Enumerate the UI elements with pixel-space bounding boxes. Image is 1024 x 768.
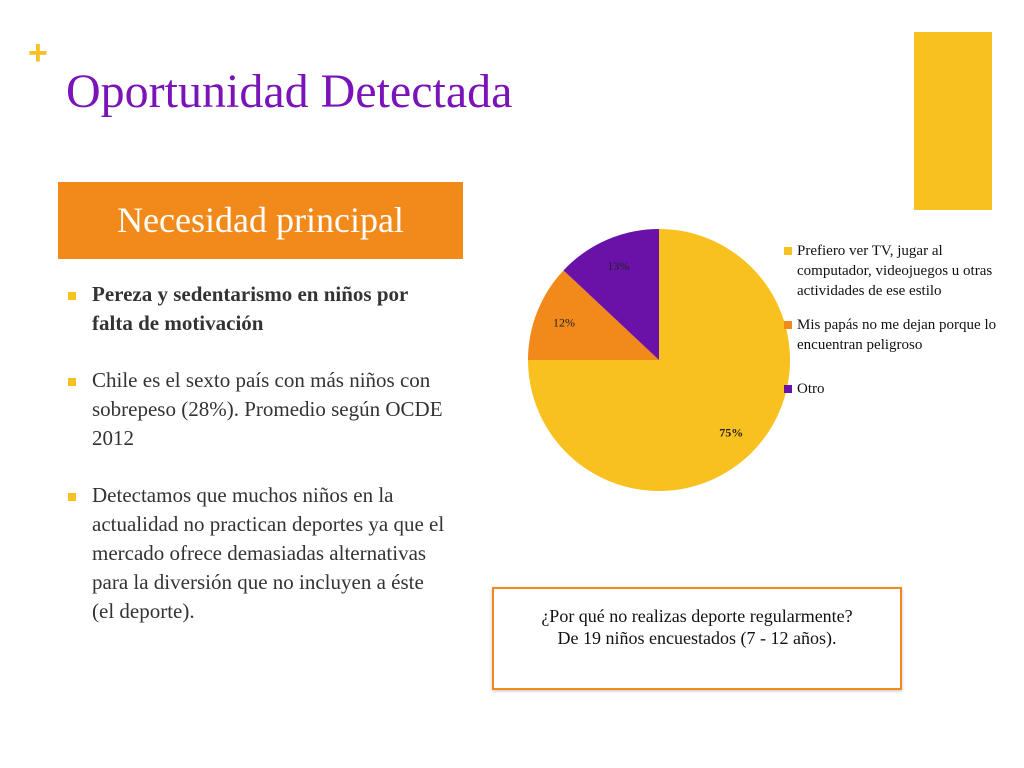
pie-label-tv-games: 75%	[719, 425, 743, 439]
bullet-item: Pereza y sedentarismo en niños por falta…	[64, 280, 448, 338]
pie-label-parents: 12%	[553, 315, 575, 329]
legend-swatch-yellow	[784, 247, 792, 255]
survey-note: ¿Por qué no realizas deporte regularment…	[492, 587, 902, 690]
survey-question: ¿Por qué no realizas deporte regularment…	[541, 606, 853, 626]
decorative-yellow-block	[914, 32, 992, 210]
legend-item: Mis papás no me dejan porque lo encuentr…	[784, 315, 999, 355]
legend-swatch-purple	[784, 385, 792, 393]
chart-legend: Prefiero ver TV, jugar al computador, vi…	[784, 241, 999, 413]
legend-label: Otro	[797, 381, 825, 397]
square-bullet-icon	[68, 378, 76, 386]
bullet-text: Detectamos que muchos niños en la actual…	[92, 483, 445, 623]
bullet-item: Detectamos que muchos niños en la actual…	[64, 481, 448, 626]
pie-label-other: 13%	[607, 259, 629, 273]
legend-swatch-orange	[784, 321, 792, 329]
legend-item: Otro	[784, 379, 999, 399]
survey-sample: De 19 niños encuestados (7 - 12 años).	[557, 628, 837, 648]
section-banner: Necesidad principal	[58, 182, 463, 259]
legend-item: Prefiero ver TV, jugar al computador, vi…	[784, 241, 999, 301]
pie-slice-other	[563, 229, 659, 360]
square-bullet-icon	[68, 493, 76, 501]
bullet-item: Chile es el sexto país con más niños con…	[64, 366, 448, 453]
legend-label: Mis papás no me dejan porque lo encuentr…	[797, 317, 997, 353]
bullet-list: Pereza y sedentarismo en niños por falta…	[64, 280, 448, 654]
pie-slice-parents	[528, 270, 659, 360]
legend-label: Prefiero ver TV, jugar al computador, vi…	[797, 243, 993, 299]
square-bullet-icon	[68, 292, 76, 300]
slide-title: Oportunidad Detectada	[66, 65, 513, 118]
bullet-text: Chile es el sexto país con más niños con…	[92, 368, 443, 450]
bullet-text: Pereza y sedentarismo en niños por falta…	[92, 282, 408, 335]
plus-icon: +	[28, 34, 48, 72]
